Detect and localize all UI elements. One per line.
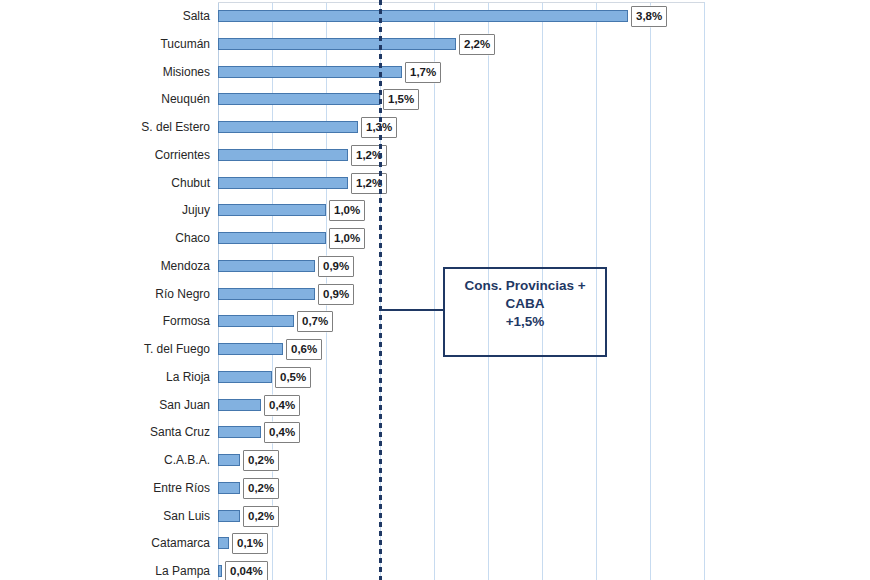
bar bbox=[218, 288, 315, 300]
value-label-box: 1,0% bbox=[329, 228, 365, 249]
bar bbox=[218, 371, 272, 383]
category-label: San Luis bbox=[0, 509, 210, 523]
value-label-box: 0,4% bbox=[264, 395, 300, 416]
bar bbox=[218, 38, 456, 50]
category-label: Tucumán bbox=[0, 37, 210, 51]
bar bbox=[218, 454, 240, 466]
value-label-box: 2,2% bbox=[459, 34, 495, 55]
category-label: Chaco bbox=[0, 231, 210, 245]
bar bbox=[218, 482, 240, 494]
category-label: Entre Ríos bbox=[0, 481, 210, 495]
category-label: C.A.B.A. bbox=[0, 453, 210, 467]
vertical-gridline bbox=[434, 2, 435, 580]
callout-connector-line bbox=[380, 309, 443, 311]
bar bbox=[218, 565, 222, 577]
bar bbox=[218, 66, 402, 78]
category-label: Jujuy bbox=[0, 203, 210, 217]
category-label: Corrientes bbox=[0, 148, 210, 162]
category-label: Catamarca bbox=[0, 536, 210, 550]
category-label: Chubut bbox=[0, 176, 210, 190]
value-label-box: 0,5% bbox=[275, 367, 311, 388]
bar bbox=[218, 260, 315, 272]
callout-text-line2: CABA bbox=[445, 295, 605, 313]
category-label: T. del Fuego bbox=[0, 342, 210, 356]
category-label: Río Negro bbox=[0, 287, 210, 301]
value-label-box: 0,2% bbox=[243, 450, 279, 471]
category-label: S. del Estero bbox=[0, 120, 210, 134]
value-label-box: 0,2% bbox=[243, 506, 279, 527]
bar bbox=[218, 315, 294, 327]
bar bbox=[218, 93, 380, 105]
value-label-box: 0,2% bbox=[243, 478, 279, 499]
value-label-box: 0,9% bbox=[318, 256, 354, 277]
callout-text-line3: +1,5% bbox=[445, 313, 605, 331]
reference-dashed-line bbox=[379, 0, 382, 580]
value-label-box: 0,4% bbox=[264, 422, 300, 443]
vertical-gridline bbox=[704, 2, 705, 580]
value-label-box: 0,04% bbox=[225, 561, 268, 580]
bar bbox=[218, 204, 326, 216]
plot-top-border bbox=[218, 2, 704, 3]
bar-chart: Salta 3,8% Tucumán 2,2% Misiones 1,7% Ne… bbox=[0, 0, 870, 580]
value-label-box: 1,5% bbox=[383, 89, 419, 110]
bar bbox=[218, 399, 261, 411]
category-label: Neuquén bbox=[0, 92, 210, 106]
vertical-gridline bbox=[650, 2, 651, 580]
category-label: Santa Cruz bbox=[0, 425, 210, 439]
category-label: Misiones bbox=[0, 65, 210, 79]
bar bbox=[218, 537, 229, 549]
bar bbox=[218, 426, 261, 438]
value-label-box: 0,1% bbox=[232, 533, 268, 554]
bar bbox=[218, 510, 240, 522]
annotation-callout: Cons. Provincias + CABA +1,5% bbox=[443, 267, 607, 357]
bar bbox=[218, 10, 628, 22]
category-label: Salta bbox=[0, 9, 210, 23]
category-label: La Pampa bbox=[0, 564, 210, 578]
bar bbox=[218, 121, 358, 133]
bar bbox=[218, 232, 326, 244]
category-label: San Juan bbox=[0, 398, 210, 412]
value-label-box: 1,7% bbox=[405, 62, 441, 83]
bar bbox=[218, 149, 348, 161]
value-label-box: 0,9% bbox=[318, 284, 354, 305]
category-label: Mendoza bbox=[0, 259, 210, 273]
bar bbox=[218, 343, 283, 355]
callout-text-line1: Cons. Provincias + bbox=[445, 277, 605, 295]
value-label-box: 3,8% bbox=[631, 6, 667, 27]
bar bbox=[218, 177, 348, 189]
value-label-box: 0,7% bbox=[297, 311, 333, 332]
category-label: La Rioja bbox=[0, 370, 210, 384]
category-label: Formosa bbox=[0, 314, 210, 328]
value-label-box: 1,0% bbox=[329, 200, 365, 221]
value-label-box: 0,6% bbox=[286, 339, 322, 360]
